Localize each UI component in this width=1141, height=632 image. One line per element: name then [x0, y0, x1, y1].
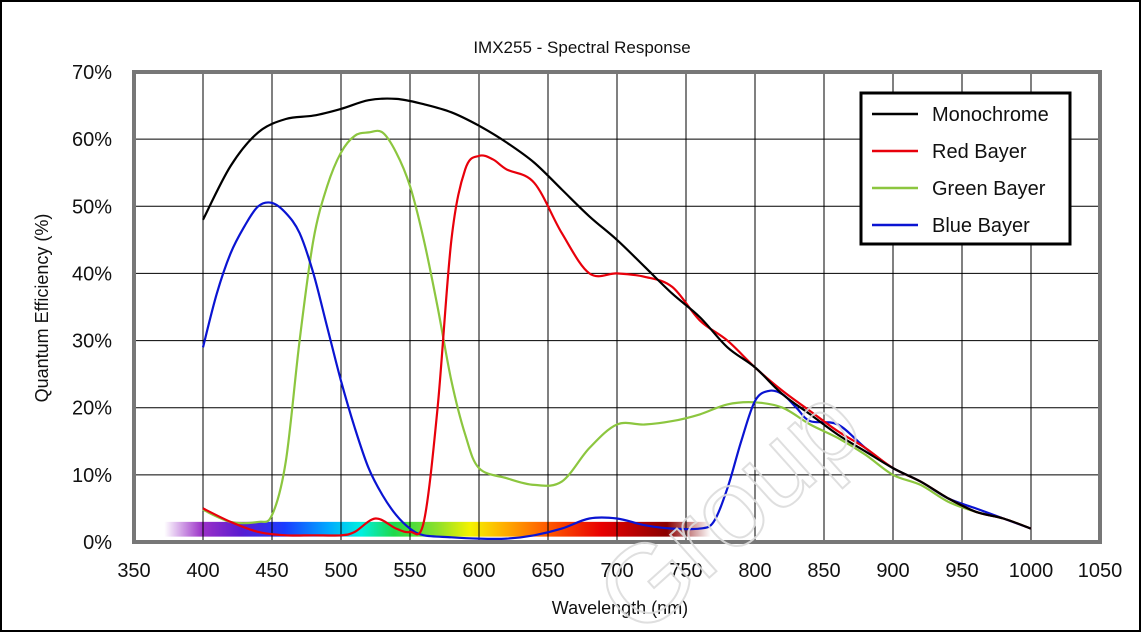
y-tick-label: 30% — [72, 331, 112, 353]
x-tick-label: 900 — [876, 560, 909, 582]
series-line-red-bayer — [202, 154, 1032, 537]
legend-box — [859, 91, 1072, 246]
legend: Monochrome Red Bayer Green Bayer Blue Bayer — [859, 91, 1072, 246]
series-line-monochrome — [202, 97, 1032, 530]
x-tick-label: 600 — [462, 560, 495, 582]
x-axis-ticks: 350 400 450 500 550 600 650 700 750 800 850 900 950 1… — [117, 560, 1122, 582]
x-tick-label: 650 — [531, 560, 564, 582]
x-tick-label: 750 — [669, 560, 702, 582]
y-axis-title: Quantum Efficiency (%) — [32, 214, 52, 403]
series-lines — [201, 97, 1032, 541]
watermark: Group — [573, 361, 885, 632]
x-tick-label: 950 — [945, 560, 978, 582]
y-tick-label: 20% — [72, 398, 112, 420]
x-tick-label: 350 — [117, 560, 150, 582]
x-tick-label: 700 — [600, 560, 633, 582]
y-tick-label: 0% — [83, 532, 112, 554]
y-tick-label: 50% — [72, 196, 112, 218]
x-axis-title: Wavelength (nm) — [552, 598, 688, 618]
x-tick-label: 400 — [186, 560, 219, 582]
chart-title: IMX255 - Spectral Response — [473, 38, 690, 57]
watermark-text: Group — [574, 362, 884, 632]
y-tick-label: 10% — [72, 465, 112, 487]
y-tick-label: 70% — [72, 62, 112, 84]
legend-label-green-bayer: Green Bayer — [932, 178, 1046, 200]
plot-area-border — [132, 70, 1102, 544]
legend-label-monochrome: Monochrome — [932, 104, 1049, 126]
x-tick-label: 1050 — [1078, 560, 1123, 582]
series-line-blue-bayer — [201, 201, 1032, 541]
y-axis-ticks: 0% 10% 20% 30% 40% 50% 60% 70% — [72, 62, 112, 554]
legend-label-blue-bayer: Blue Bayer — [932, 215, 1030, 237]
grid-lines — [134, 72, 1100, 542]
x-tick-label: 500 — [324, 560, 357, 582]
y-tick-label: 40% — [72, 263, 112, 285]
x-tick-label: 850 — [807, 560, 840, 582]
y-tick-label: 60% — [72, 129, 112, 151]
spectrum-band — [164, 521, 711, 537]
x-tick-label: 450 — [255, 560, 288, 582]
visible-spectrum-strip — [164, 521, 711, 537]
x-tick-label: 800 — [738, 560, 771, 582]
x-tick-label: 1000 — [1009, 560, 1054, 582]
series-line-green-bayer — [202, 129, 1032, 530]
x-tick-label: 550 — [393, 560, 426, 582]
legend-label-red-bayer: Red Bayer — [932, 141, 1027, 163]
